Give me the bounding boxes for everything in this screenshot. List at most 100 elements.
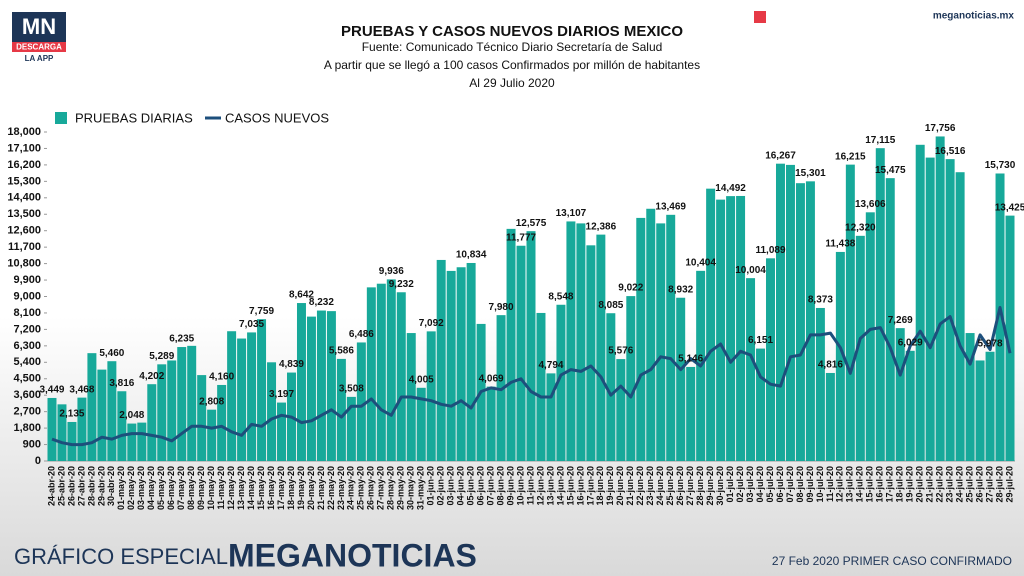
x-tick-label: 24-jun-20: [655, 466, 665, 506]
x-tick-label: 18-jul-20: [895, 466, 905, 503]
y-tick-label: 9,900: [13, 274, 41, 286]
x-tick-label: 08-jul-20: [795, 466, 805, 503]
logo-text: MN: [22, 14, 56, 39]
x-tick-label: 28-abr-20: [86, 466, 96, 506]
logo-button-text[interactable]: DESCARGA: [16, 43, 62, 52]
y-tick-label: 17,100: [7, 142, 41, 154]
bar: [955, 172, 965, 461]
bar: [97, 369, 107, 461]
value-label: 3,468: [69, 384, 94, 395]
x-tick-label: 15-may-20: [256, 466, 266, 510]
x-tick-label: 19-jul-20: [905, 466, 915, 503]
x-tick-label: 02-may-20: [126, 466, 136, 510]
y-tick-label: 9,000: [13, 290, 41, 302]
bar: [516, 245, 526, 461]
bar: [187, 345, 197, 461]
x-tick-label: 27-jun-20: [685, 466, 695, 506]
y-tick-label: 5,400: [13, 356, 41, 368]
y-tick-label: 16,200: [7, 159, 41, 171]
bar: [247, 332, 257, 461]
x-tick-label: 04-jul-20: [755, 466, 765, 503]
value-label: 5,146: [678, 354, 703, 365]
logo-button[interactable]: [12, 42, 66, 52]
value-label: 11,089: [755, 245, 785, 256]
bar: [526, 231, 536, 461]
x-tick-label: 20-jun-20: [615, 466, 625, 506]
x-tick-label: 27-may-20: [376, 466, 386, 510]
x-tick-label: 19-may-20: [296, 466, 306, 510]
flag-icon: [754, 11, 766, 23]
subtitle: A partir que se llegó a 100 casos Confir…: [324, 58, 700, 72]
y-tick-label: 13,500: [7, 208, 41, 220]
bar: [845, 164, 855, 461]
bar: [237, 338, 247, 461]
x-tick-label: 18-jun-20: [595, 466, 605, 506]
bar: [815, 307, 825, 461]
x-tick-label: 11-may-20: [216, 466, 226, 510]
x-tick-label: 05-jun-20: [465, 466, 475, 506]
value-label: 3,508: [339, 384, 364, 395]
x-tick-label: 03-may-20: [136, 466, 146, 510]
x-tick-label: 03-jul-20: [745, 466, 755, 503]
bar: [366, 287, 376, 461]
y-tick-label: 12,600: [7, 225, 41, 237]
value-label: 9,232: [389, 279, 414, 290]
x-tick-label: 31-may-20: [416, 466, 426, 510]
value-label: 10,834: [456, 250, 487, 261]
x-tick-label: 29-abr-20: [96, 466, 106, 506]
x-tick-label: 19-jun-20: [605, 466, 615, 506]
bar: [267, 362, 277, 461]
bar: [965, 333, 975, 461]
y-tick-label: 7,200: [13, 323, 41, 335]
value-label: 4,839: [279, 359, 304, 370]
value-label: 8,548: [548, 291, 573, 302]
value-label: 16,267: [765, 150, 796, 161]
x-tick-label: 13-jun-20: [545, 466, 555, 506]
y-tick-label: 3,600: [13, 389, 41, 401]
bar: [576, 223, 586, 461]
value-label: 17,115: [865, 135, 895, 146]
value-label: 4,005: [409, 374, 434, 385]
chart-title: PRUEBAS Y CASOS NUEVOS DIARIOS MEXICO: [341, 23, 683, 40]
value-label: 6,486: [349, 329, 374, 340]
value-label: 4,202: [139, 371, 164, 382]
x-tick-label: 21-jun-20: [625, 466, 635, 506]
x-tick-label: 11-jun-20: [525, 466, 535, 505]
x-tick-label: 17-jun-20: [585, 466, 595, 506]
bar: [885, 178, 895, 462]
value-label: 8,373: [808, 295, 833, 306]
x-tick-label: 05-jul-20: [765, 466, 775, 503]
bar: [706, 188, 716, 461]
x-tick-label: 06-jun-20: [475, 466, 485, 506]
value-label: 9,022: [618, 283, 643, 294]
bar: [207, 409, 217, 461]
x-tick-label: 23-jun-20: [645, 466, 655, 506]
legend-swatch: [55, 112, 67, 124]
y-tick-label: 6,300: [13, 340, 41, 352]
bar: [905, 350, 915, 461]
bar: [306, 316, 316, 461]
bar: [606, 313, 616, 461]
bar: [935, 136, 945, 461]
bar: [107, 361, 117, 461]
x-tick-label: 29-may-20: [396, 466, 406, 510]
value-label: 7,759: [249, 306, 274, 317]
bar: [875, 148, 885, 461]
value-label: 10,004: [735, 265, 766, 276]
x-tick-label: 13-may-20: [236, 466, 246, 510]
x-tick-label: 06-jul-20: [775, 466, 785, 503]
bar: [825, 372, 835, 461]
value-label: 2,808: [199, 396, 224, 407]
bar: [586, 245, 596, 461]
bar: [227, 331, 237, 461]
x-tick-label: 28-jul-20: [994, 466, 1004, 503]
value-label: 4,794: [538, 360, 563, 371]
bar: [117, 391, 127, 461]
x-tick-label: 29-jun-20: [705, 466, 715, 506]
x-tick-label: 01-jul-20: [725, 466, 735, 503]
x-tick-label: 10-jun-20: [515, 466, 525, 506]
value-label: 5,576: [608, 346, 633, 357]
x-tick-label: 16-jul-20: [875, 466, 885, 503]
value-label: 11,777: [506, 232, 536, 243]
value-label: 2,135: [59, 409, 84, 420]
